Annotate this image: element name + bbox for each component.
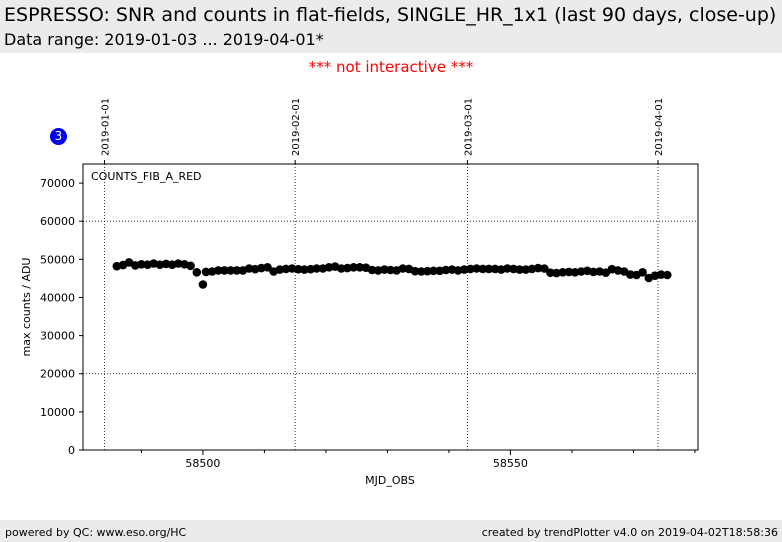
page-title: ESPRESSO: SNR and counts in flat-fields,… <box>4 4 777 26</box>
data-point <box>417 267 426 276</box>
data-range-subtitle: Data range: 2019-01-03 ... 2019-04-01* <box>4 30 324 49</box>
top-date-label: 2019-02-01 <box>291 98 302 156</box>
data-point <box>355 263 365 272</box>
page-header: ESPRESSO: SNR and counts in flat-fields,… <box>0 0 782 53</box>
top-date-label: 2019-04-01 <box>654 98 665 156</box>
data-point <box>429 266 438 276</box>
footer-powered-by: powered by QC: www.eso.org/HC <box>5 526 187 539</box>
data-point <box>281 264 291 274</box>
data-point <box>349 263 358 272</box>
data-points <box>112 258 672 289</box>
x-axis-label: MJD_OBS <box>365 474 415 487</box>
y-tick-label: 0 <box>68 444 75 457</box>
x-tick-label: 58500 <box>185 457 220 470</box>
data-point <box>201 267 211 277</box>
data-point <box>558 268 567 277</box>
plot-number-badge: 3 <box>50 128 67 145</box>
data-point <box>398 264 408 273</box>
data-point <box>214 266 223 275</box>
data-point <box>423 266 432 276</box>
plot-frame <box>82 163 699 451</box>
page-footer: powered by QC: www.eso.org/HC created by… <box>0 520 782 542</box>
footer-created-by: created by trendPlotter v4.0 on 2019-04-… <box>481 526 778 539</box>
top-date-label: 2019-01-01 <box>101 98 112 156</box>
data-point <box>515 265 524 274</box>
data-point <box>137 260 146 269</box>
data-point <box>220 266 229 275</box>
data-point <box>540 264 549 273</box>
data-point <box>186 261 195 271</box>
top-date-label: 2019-03-01 <box>463 98 474 156</box>
y-tick-label: 40000 <box>40 291 75 304</box>
data-point <box>263 263 272 272</box>
data-point <box>484 264 494 274</box>
data-point <box>300 265 309 274</box>
y-tick-label: 60000 <box>40 215 75 228</box>
y-tick-label: 10000 <box>40 406 75 419</box>
y-tick-label: 70000 <box>40 177 75 190</box>
data-point <box>380 265 389 274</box>
x-tick-label: 58550 <box>493 457 528 470</box>
data-point <box>589 267 598 277</box>
data-point <box>192 268 202 277</box>
data-point <box>287 264 297 273</box>
data-point <box>275 265 285 274</box>
data-point <box>663 270 672 280</box>
data-point <box>533 263 543 273</box>
data-point <box>564 267 574 277</box>
data-point <box>410 266 420 276</box>
data-point <box>472 264 481 273</box>
data-point <box>521 265 531 274</box>
y-tick-label: 20000 <box>40 368 75 381</box>
data-point <box>294 264 303 274</box>
y-tick-label: 50000 <box>40 253 75 266</box>
data-point <box>198 280 208 289</box>
data-point <box>466 264 475 274</box>
data-point <box>337 264 346 273</box>
data-point <box>656 270 666 279</box>
data-point <box>312 264 322 273</box>
data-point <box>546 268 555 278</box>
grid-lines <box>83 164 698 450</box>
data-point <box>503 264 512 273</box>
axes: 2019-01-01 2019-02-01 2019-03-01 2019-04-01… <box>40 98 696 470</box>
not-interactive-notice: *** not interactive *** <box>308 58 474 76</box>
data-point <box>226 266 235 275</box>
data-point <box>478 264 488 274</box>
data-point <box>386 265 395 275</box>
data-point <box>367 265 377 275</box>
data-point <box>232 266 242 275</box>
data-point <box>441 265 451 275</box>
data-point <box>638 268 647 277</box>
panel-label: COUNTS_FIB_A_RED <box>91 170 202 183</box>
data-point <box>626 270 635 279</box>
y-tick-label: 30000 <box>40 330 75 343</box>
y-axis-label: max counts / ADU <box>20 258 33 357</box>
